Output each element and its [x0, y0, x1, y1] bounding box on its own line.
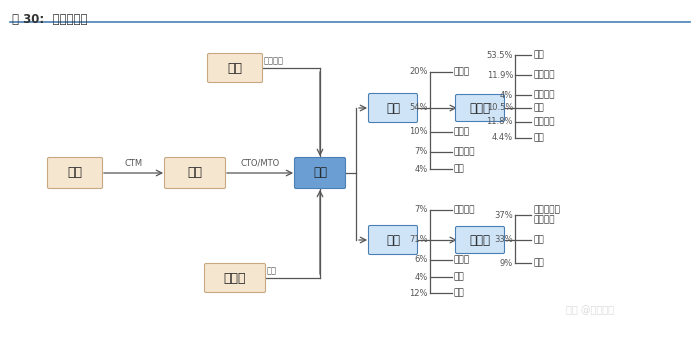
Text: 注塑（均聚
和共聚）: 注塑（均聚 和共聚） — [533, 205, 560, 225]
FancyBboxPatch shape — [368, 226, 417, 255]
Text: 6%: 6% — [414, 255, 428, 264]
Text: 11.8%: 11.8% — [486, 118, 513, 127]
Text: 聚丙烯: 聚丙烯 — [470, 234, 491, 246]
Text: 辛醇: 辛醇 — [454, 273, 465, 282]
Text: 53.5%: 53.5% — [486, 51, 513, 60]
Text: 纤维: 纤维 — [533, 258, 544, 267]
Text: 苯乙烯: 苯乙烯 — [454, 127, 470, 137]
Text: 4%: 4% — [414, 273, 428, 282]
FancyBboxPatch shape — [204, 264, 265, 292]
Text: 拉丝: 拉丝 — [533, 236, 544, 245]
FancyBboxPatch shape — [164, 157, 225, 189]
Text: 7%: 7% — [414, 147, 428, 156]
Text: 薄膜: 薄膜 — [533, 51, 544, 60]
Text: 丙烯腈: 丙烯腈 — [454, 255, 470, 264]
Text: 20%: 20% — [410, 67, 428, 76]
Text: 蒸汽裂解: 蒸汽裂解 — [264, 56, 284, 65]
Text: 丙烯: 丙烯 — [386, 234, 400, 246]
Text: 4%: 4% — [414, 164, 428, 173]
Text: 其他: 其他 — [454, 289, 465, 298]
Text: 甲醇: 甲醇 — [188, 166, 202, 180]
Text: 乙烯: 乙烯 — [386, 101, 400, 115]
Text: 54%: 54% — [410, 103, 428, 112]
Text: 12%: 12% — [410, 289, 428, 298]
Text: 聚乙烯: 聚乙烯 — [470, 101, 491, 115]
Text: 4%: 4% — [500, 91, 513, 100]
Text: 7%: 7% — [414, 206, 428, 215]
Text: 9%: 9% — [500, 258, 513, 267]
FancyBboxPatch shape — [207, 54, 262, 82]
Text: 71%: 71% — [410, 236, 428, 245]
Text: 37%: 37% — [494, 210, 513, 219]
FancyBboxPatch shape — [295, 157, 346, 189]
Text: 注塑: 注塑 — [533, 103, 544, 112]
Text: 裂解: 裂解 — [267, 266, 277, 275]
FancyBboxPatch shape — [456, 94, 505, 121]
Text: 天然气: 天然气 — [224, 272, 246, 284]
Text: 33%: 33% — [494, 236, 513, 245]
Text: 中空容器: 中空容器 — [533, 71, 554, 80]
Text: 头条 @未来智库: 头条 @未来智库 — [566, 305, 614, 315]
Text: 管材型材: 管材型材 — [533, 118, 554, 127]
FancyBboxPatch shape — [456, 227, 505, 254]
Text: 拉丝: 拉丝 — [533, 134, 544, 143]
FancyBboxPatch shape — [368, 93, 417, 122]
Text: 图 30:  烯烃产业链: 图 30: 烯烃产业链 — [12, 13, 88, 26]
Text: 10.5%: 10.5% — [486, 103, 513, 112]
Text: 原油: 原油 — [228, 62, 242, 74]
Text: CTO/MTO: CTO/MTO — [240, 159, 279, 168]
Text: 乙二醇: 乙二醇 — [454, 67, 470, 76]
Text: CTM: CTM — [125, 159, 143, 168]
Text: 11.9%: 11.9% — [486, 71, 513, 80]
Text: 其他: 其他 — [454, 164, 465, 173]
FancyBboxPatch shape — [48, 157, 102, 189]
Text: 煤炭: 煤炭 — [67, 166, 83, 180]
Text: 烯烃: 烯烃 — [313, 166, 327, 180]
Text: 聚氯乙烯: 聚氯乙烯 — [454, 147, 475, 156]
Text: 10%: 10% — [410, 127, 428, 137]
Text: 电线电缆: 电线电缆 — [533, 91, 554, 100]
Text: 环氧丙烷: 环氧丙烷 — [454, 206, 475, 215]
Text: 4.4%: 4.4% — [492, 134, 513, 143]
